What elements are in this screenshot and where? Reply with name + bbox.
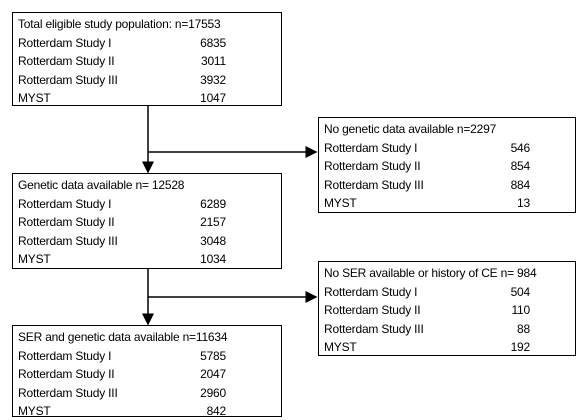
row-label: Rotterdam Study II (324, 303, 421, 317)
row: MYST 842 (18, 402, 276, 420)
row-label: Rotterdam Study III (324, 177, 424, 192)
box-title: Total eligible study population: n=17553 (18, 17, 221, 31)
row: Rotterdam Study I 546 (324, 139, 570, 158)
row: Rotterdam Study I 5785 (18, 347, 276, 366)
row-value: 842 (206, 404, 227, 418)
row-label: Rotterdam Study II (18, 367, 115, 381)
row: Rotterdam Study III 88 (324, 320, 570, 339)
row-label: Rotterdam Study II (324, 159, 421, 173)
row-value: 2960 (200, 385, 226, 400)
row-value: 1047 (200, 91, 226, 105)
row: Rotterdam Study I 504 (324, 283, 570, 302)
row-value: 3932 (200, 72, 226, 87)
row-value: 546 (510, 140, 531, 155)
row-label: Rotterdam Study I (324, 140, 418, 155)
row-label: Rotterdam Study III (18, 385, 118, 400)
row-label: MYST (324, 340, 357, 354)
row-label: Rotterdam Study III (18, 233, 118, 248)
row: Rotterdam Study III 2960 (18, 384, 276, 403)
box: No SER available or history of CE n= 984… (318, 261, 576, 356)
row-label: MYST (18, 404, 51, 418)
row-value: 3048 (200, 233, 226, 248)
row-value: 2157 (200, 215, 226, 229)
row-label: Rotterdam Study III (18, 72, 118, 87)
row: MYST 1034 (18, 250, 276, 269)
box-title: Genetic data available n= 12528 (18, 178, 185, 192)
box: SER and genetic data available n=11634 Ro… (12, 325, 282, 420)
row: Rotterdam Study III 3932 (18, 71, 276, 90)
row: Rotterdam Study II 3011 (18, 52, 276, 71)
box: Genetic data available n= 12528 Rotterdam… (12, 173, 282, 269)
row: Rotterdam Study III 3048 (18, 232, 276, 251)
row: Rotterdam Study I 6835 (18, 34, 276, 53)
row-value: 6289 (200, 196, 226, 211)
row-label: Rotterdam Study I (18, 196, 112, 211)
box-title: SER and genetic data available n=11634 (18, 330, 228, 344)
box-title: No genetic data available n=2297 (324, 122, 497, 136)
row-value: 884 (510, 177, 531, 192)
row-value: 2047 (200, 367, 226, 381)
box-title: No SER available or history of CE n= 984 (324, 266, 537, 280)
row: Rotterdam Study II 854 (324, 157, 570, 176)
row-label: MYST (324, 196, 357, 210)
row-label: Rotterdam Study I (18, 348, 112, 363)
row-value: 3011 (200, 54, 226, 68)
row-label: Rotterdam Study I (324, 284, 418, 299)
row-value: 504 (510, 284, 531, 299)
box: No genetic data available n=2297 Rotterda… (318, 117, 576, 213)
row-label: Rotterdam Study I (18, 35, 112, 50)
row: MYST 192 (324, 338, 570, 357)
row-label: MYST (18, 91, 51, 105)
row: Rotterdam Study II 110 (324, 301, 570, 320)
row-value: 1034 (200, 252, 226, 266)
row-label: Rotterdam Study III (324, 321, 424, 336)
row-value: 13 (517, 196, 530, 210)
row: Rotterdam Study II 2047 (18, 365, 276, 384)
row-value: 192 (510, 340, 531, 354)
row-value: 110 (511, 303, 530, 317)
row: Rotterdam Study I 6289 (18, 195, 276, 214)
row-label: Rotterdam Study II (18, 215, 115, 229)
row-value: 88 (517, 321, 530, 336)
row: Rotterdam Study III 884 (324, 176, 570, 195)
row-label: MYST (18, 252, 51, 266)
box: Total eligible study population: n=17553… (12, 12, 282, 106)
row-value: 854 (510, 159, 531, 173)
row-value: 5785 (200, 348, 226, 363)
row: MYST 1047 (18, 89, 276, 108)
row: Rotterdam Study II 2157 (18, 213, 276, 232)
row-label: Rotterdam Study II (18, 54, 115, 68)
row-value: 6835 (200, 35, 226, 50)
row: MYST 13 (324, 194, 570, 213)
